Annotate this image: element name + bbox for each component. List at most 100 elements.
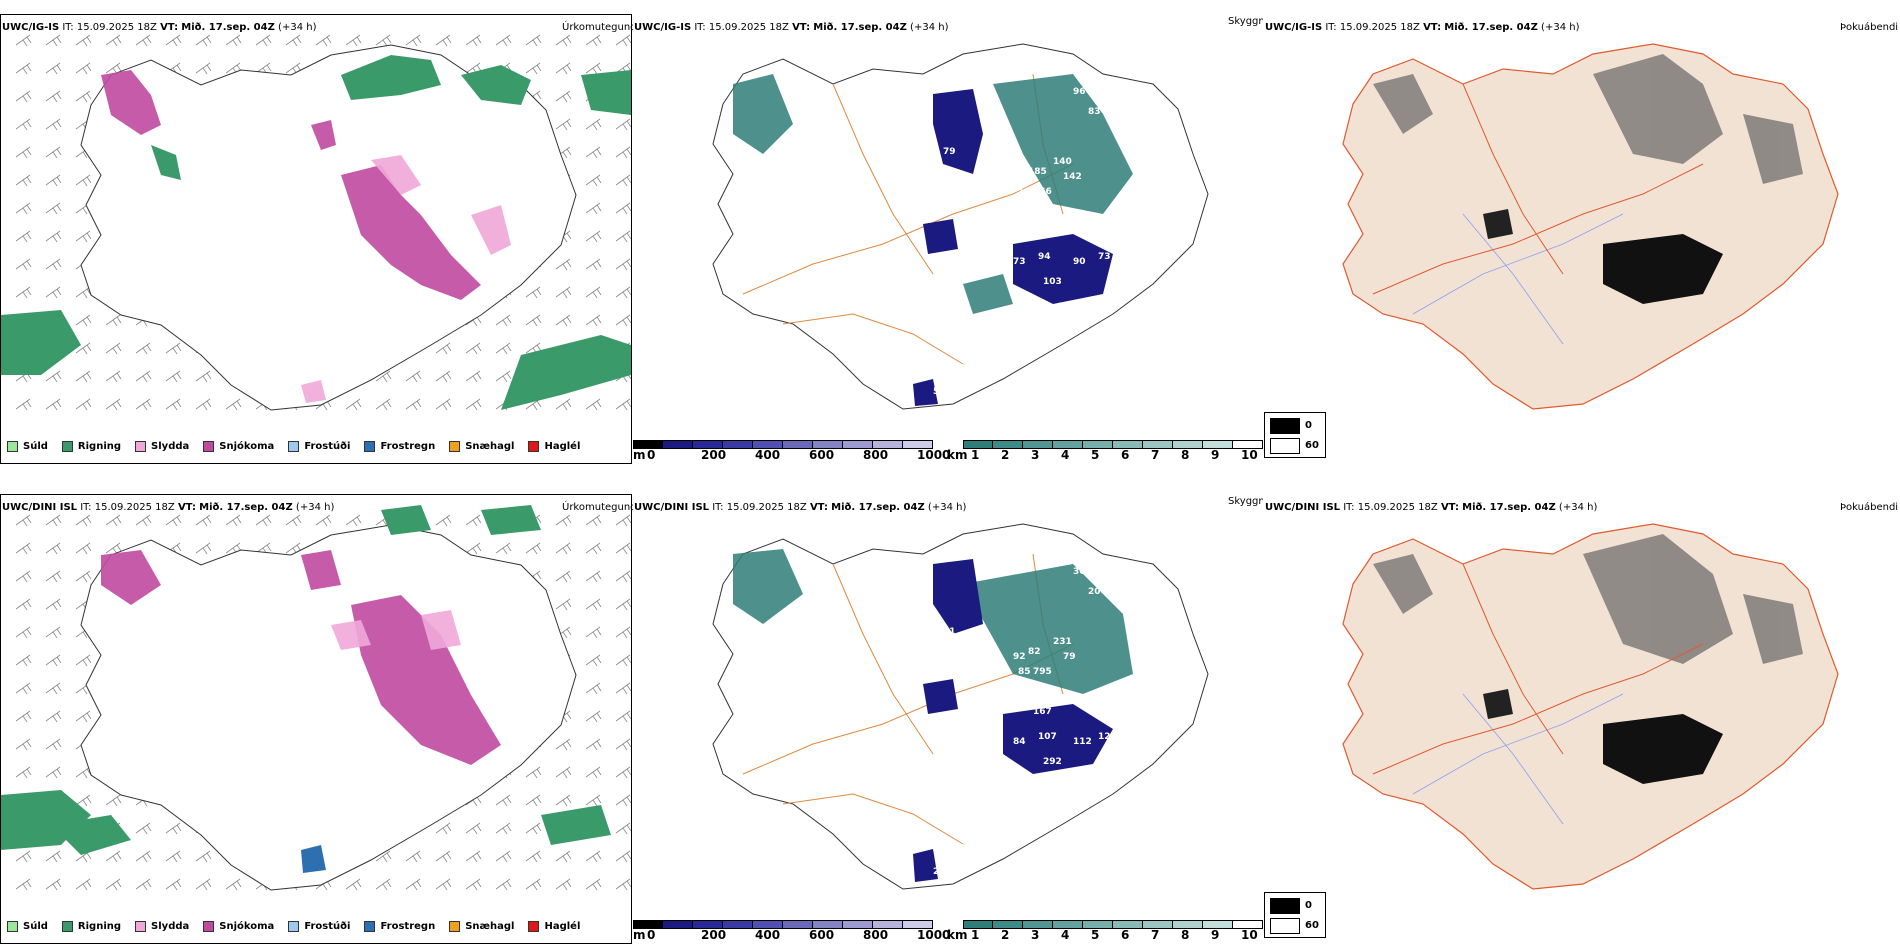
wind-barb — [15, 174, 32, 187]
wind-barb — [135, 514, 152, 527]
wind-barb — [525, 766, 542, 779]
colorbar-segment — [753, 440, 783, 449]
colorbar-tick-label: 8 — [1181, 448, 1190, 462]
colorbar-segment — [963, 920, 993, 929]
wind-barb — [15, 738, 32, 751]
wind-barb — [345, 34, 362, 47]
wind-barb — [45, 766, 62, 779]
colorbar-segment — [663, 920, 693, 929]
wind-barb — [135, 878, 152, 891]
wind-barb — [225, 398, 242, 411]
precip-amount-label: 140 — [1053, 157, 1072, 167]
precip-amount-label: 90 — [1073, 257, 1086, 267]
wind-barb — [135, 850, 152, 863]
legend-label: Rigning — [77, 441, 122, 452]
colorbar-segment — [843, 440, 873, 449]
colorbar-segment — [1203, 440, 1233, 449]
wind-barb — [15, 34, 32, 47]
colorbar-segment — [1143, 920, 1173, 929]
wind-barb — [45, 146, 62, 159]
wind-barb — [495, 822, 512, 835]
wind-barb — [585, 570, 602, 583]
colorbar-tick-label: 1 — [971, 448, 980, 462]
wind-barb — [255, 34, 272, 47]
precip-amount-label: 366 — [1073, 567, 1092, 577]
wind-barb — [615, 258, 631, 271]
colorbar-segment — [873, 440, 903, 449]
wind-barb — [75, 370, 92, 383]
colorbar-tick-label: 5 — [1091, 928, 1100, 942]
wind-barb — [15, 766, 32, 779]
fog-key-row2: 0 60 — [1264, 892, 1326, 938]
wind-barb — [615, 542, 631, 555]
colorbar-segment — [1053, 440, 1083, 449]
panel-title-precip-row1: UWC/IG-IS IT: 15.09.2025 18Z VT: Mið. 17… — [2, 22, 317, 33]
wind-barb — [585, 738, 602, 751]
legend-item: Súld — [7, 441, 48, 452]
precip-type-panel-row1: Súld Rigning Slydda Snjókoma Frostúði Frostre… — [0, 14, 632, 464]
precip-amount-label: 217 — [933, 867, 952, 877]
legend-label: Rigning — [77, 921, 122, 932]
wind-barb — [615, 118, 631, 131]
precip-amount-label: 73 — [1013, 257, 1026, 267]
wind-barb — [15, 878, 32, 891]
legend-swatch — [61, 441, 73, 452]
colorbar-tick-label: 6 — [1121, 448, 1130, 462]
wind-barb — [585, 286, 602, 299]
wind-barb — [525, 794, 542, 807]
wind-barb — [135, 34, 152, 47]
wind-barb — [135, 398, 152, 411]
wind-barb — [465, 542, 482, 555]
colorbar-segment — [633, 920, 663, 929]
wind-barb — [75, 398, 92, 411]
colorbar-segment — [783, 920, 813, 929]
wind-barb — [525, 314, 542, 327]
precip-amount-label: 231 — [1053, 637, 1072, 647]
colorbar-segment — [723, 440, 753, 449]
precip-amount-label: 84 — [1013, 737, 1026, 747]
wind-barb — [555, 766, 572, 779]
colorbar-tick-label: 0 — [647, 448, 656, 462]
legend-swatch — [449, 441, 461, 452]
wind-barb — [585, 598, 602, 611]
wind-barb — [105, 850, 122, 863]
colorbar-tick-label: 200 — [701, 928, 727, 942]
legend-swatch — [364, 921, 376, 932]
wind-barb — [615, 570, 631, 583]
precip-amount-label: 79 — [943, 147, 956, 157]
precip-amount-label: 166 — [1033, 187, 1052, 197]
vis-colorbar-row1 — [963, 440, 1263, 449]
legend-swatch — [203, 441, 215, 452]
wind-barb — [555, 90, 572, 103]
wind-barb — [615, 710, 631, 723]
colorbar-segment — [783, 440, 813, 449]
wind-barb — [465, 342, 482, 355]
panel-title-clouds-row2: UWC/DINI ISL IT: 15.09.2025 18Z VT: Mið.… — [634, 502, 967, 513]
legend-label: Slydda — [151, 441, 190, 452]
colorbar-segment — [1173, 440, 1203, 449]
colorbar-tick-label: 4 — [1061, 448, 1070, 462]
wind-barb — [45, 626, 62, 639]
colorbar-tick-label: 9 — [1211, 448, 1220, 462]
wind-barb — [195, 514, 212, 527]
wind-barb — [435, 342, 452, 355]
wind-barb — [345, 398, 362, 411]
panel-name-precip-row1: Úrkomutegund — [562, 22, 637, 33]
wind-barb — [615, 794, 631, 807]
fog-map-row1 — [1342, 43, 1839, 410]
wind-barb — [15, 286, 32, 299]
panel-title-precip-row2: UWC/DINI ISL IT: 15.09.2025 18Z VT: Mið.… — [2, 502, 335, 513]
wind-barb — [195, 542, 212, 555]
wind-barb — [345, 878, 362, 891]
legend-item: Frostregn — [364, 921, 435, 932]
legend-item: Snæhagl — [449, 921, 514, 932]
panel-name-fog-row1: Þokuábendi — [1840, 22, 1899, 33]
wind-barb — [15, 90, 32, 103]
wind-barb — [225, 34, 242, 47]
wind-barb — [555, 314, 572, 327]
wind-barb — [15, 850, 32, 863]
colorbar-tick-label: 800 — [863, 448, 889, 462]
legend-swatch — [288, 441, 300, 452]
colorbar-segment — [993, 440, 1023, 449]
wind-barb — [75, 654, 92, 667]
